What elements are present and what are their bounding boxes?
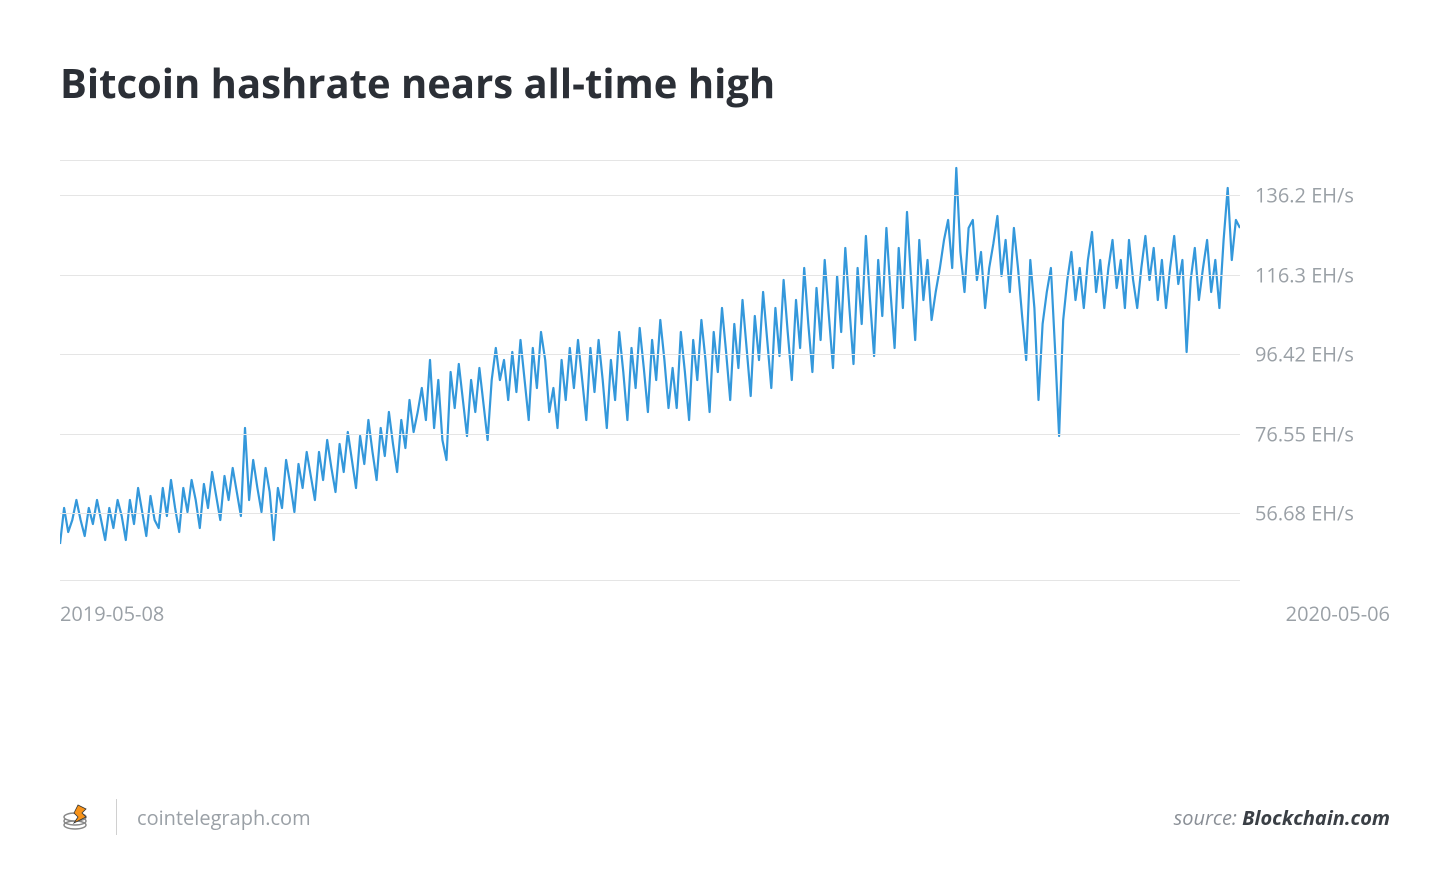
footer-divider [116, 799, 117, 835]
x-axis: 2019-05-08 2020-05-06 [60, 600, 1390, 627]
chart-container: 56.68 EH/s 76.55 EH/s 96.42 EH/s 116.3 EH/s… [60, 160, 1390, 704]
gridline [60, 275, 1240, 276]
gridline [60, 434, 1240, 435]
gridline [60, 513, 1240, 514]
gridline [60, 160, 1240, 161]
source-attribution: source: Blockchain.com [1174, 804, 1390, 831]
y-axis-label: 96.42 EH/s [1255, 341, 1354, 368]
x-end-label: 2020-05-06 [1286, 600, 1390, 627]
y-axis-label: 116.3 EH/s [1255, 261, 1354, 288]
cointelegraph-logo-icon [60, 799, 96, 835]
site-label: cointelegraph.com [137, 804, 311, 831]
y-axis-label: 56.68 EH/s [1255, 500, 1354, 527]
hashrate-line [60, 168, 1240, 544]
source-prefix: source: [1174, 804, 1243, 831]
y-axis-label: 76.55 EH/s [1255, 420, 1354, 447]
chart-plot-area: 56.68 EH/s76.55 EH/s96.42 EH/s116.3 EH/s… [60, 160, 1240, 580]
line-chart-svg [60, 160, 1240, 580]
y-axis-label: 136.2 EH/s [1255, 182, 1354, 209]
source-name: Blockchain.com [1242, 804, 1390, 831]
x-start-label: 2019-05-08 [60, 600, 164, 627]
gridline [60, 195, 1240, 196]
gridline [60, 354, 1240, 355]
footer-branding: cointelegraph.com [60, 799, 311, 835]
chart-title: Bitcoin hashrate nears all-time high [60, 55, 1390, 110]
chart-footer: cointelegraph.com source: Blockchain.com [60, 774, 1390, 835]
gridline [60, 580, 1240, 581]
